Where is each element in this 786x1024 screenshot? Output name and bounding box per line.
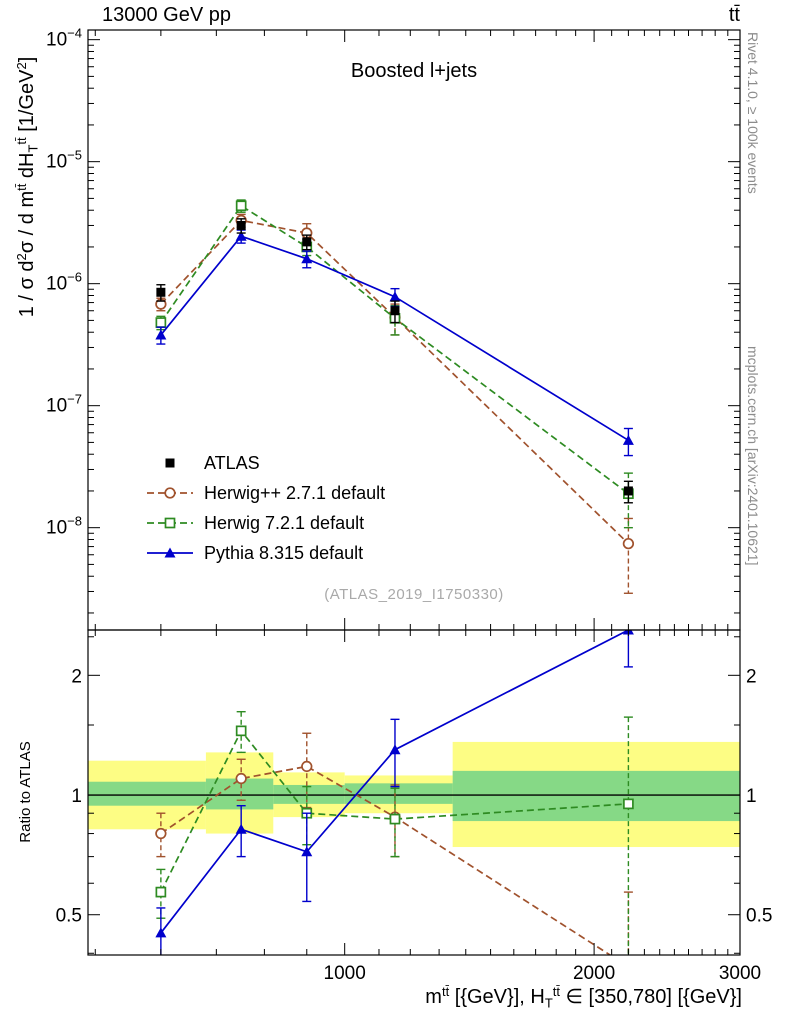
analysis-region-label: Boosted l+jets xyxy=(350,60,478,82)
analysis-id-watermark: (ATLAS_2019_I1750330) xyxy=(324,586,504,603)
y-axis-label: 1 / σ d2σ / d mtt̄ dHTtt̄ [1/GeV2] xyxy=(14,57,41,318)
band-green xyxy=(344,783,453,804)
series-line xyxy=(160,204,629,495)
marker-circle-open xyxy=(301,760,313,773)
y-tick-label: 10−7 xyxy=(46,392,82,417)
x-tick-label: 3000 xyxy=(719,963,761,984)
marker-square-filled xyxy=(302,237,312,247)
series-line xyxy=(160,235,629,442)
legend-sample-herwig-7-2-1-default xyxy=(147,517,193,529)
ratio-axis-label: Ratio to ATLAS xyxy=(17,741,34,842)
axes: 1000 2000 3000 10−4 10−5 10−6 10−7 10−8 0.5 0.5 1 1… xyxy=(14,26,773,1011)
main-series xyxy=(155,199,635,594)
y-tick-label: 10−6 xyxy=(46,270,82,295)
legend-sample-atlas xyxy=(165,458,175,468)
legend-item-pythia-8-315-default: Pythia 8.315 default xyxy=(146,538,385,568)
marker-triangle-filled xyxy=(155,927,167,938)
marker-circle-open xyxy=(235,772,247,785)
rivet-version-note: Rivet 4.1.0, ≥ 100k events xyxy=(745,32,761,194)
legend-label: Pythia 8.315 default xyxy=(204,542,364,563)
mcplots-arxiv-note: mcplots.cern.ch [arXiv:2401.10621] xyxy=(745,346,761,566)
series-line xyxy=(160,765,612,955)
x-tick-label: 1000 xyxy=(324,963,366,984)
marker-square-open xyxy=(155,886,167,898)
marker-triangle-filled xyxy=(155,329,167,340)
marker-triangle-filled xyxy=(164,547,176,558)
y-tick-label: 10−8 xyxy=(46,514,82,539)
legend-sample-herwig-2-7-1-default xyxy=(147,487,193,499)
legend-label: Herwig++ 2.7.1 default xyxy=(204,482,386,503)
legend-item-atlas: ATLAS xyxy=(146,448,385,478)
legend-item-herwig-2-7-1-default: Herwig++ 2.7.1 default xyxy=(146,478,385,508)
marker-triangle-filled xyxy=(622,434,634,445)
y-tick-label: 10−4 xyxy=(46,26,82,51)
ratio-tick-label-right: 1 xyxy=(746,786,757,807)
ratio-tick-label-left: 2 xyxy=(71,666,82,687)
marker-circle-open xyxy=(624,962,634,972)
marker-circle-open xyxy=(164,487,176,499)
x-tick-label: 2000 xyxy=(573,963,615,984)
legend-label: ATLAS xyxy=(204,452,260,473)
ratio-uncertainty-bands xyxy=(88,741,740,848)
x-axis-label: mtt̄ [{GeV}], HTtt̄ ∈ [350,780] [{GeV}] xyxy=(425,984,742,1011)
legend-item-herwig-7-2-1-default: Herwig 7.2.1 default xyxy=(146,508,385,538)
legend-sample-pythia-8-315-default xyxy=(147,547,193,558)
ratio-tick-label-left: 1 xyxy=(71,786,82,807)
marker-triangle-filled xyxy=(301,846,313,857)
marker-triangle-filled xyxy=(301,253,313,264)
marker-square-open xyxy=(235,200,247,212)
legend: ATLAS Herwig++ 2.7.1 default Herwig 7.2.1 … xyxy=(146,448,385,568)
band-green xyxy=(452,770,740,822)
ratio-tick-label-right: 0.5 xyxy=(746,906,772,927)
marker-triangle-filled xyxy=(235,230,247,241)
marker-square-open xyxy=(623,798,634,810)
ratio-tick-label-left: 0.5 xyxy=(56,906,82,927)
marker-square-filled xyxy=(156,287,166,297)
marker-circle-open xyxy=(622,537,635,550)
legend-label: Herwig 7.2.1 default xyxy=(204,512,365,533)
marker-square-filled xyxy=(390,306,400,316)
ratio-frame xyxy=(87,629,741,956)
y-tick-label: 10−5 xyxy=(46,148,82,173)
marker-triangle-filled xyxy=(389,291,401,302)
series-line xyxy=(160,729,629,893)
marker-circle-open xyxy=(155,827,167,840)
process-title: tt̄ xyxy=(728,4,740,26)
beam-energy-title: 13000 GeV pp xyxy=(102,4,231,26)
band-green xyxy=(88,781,206,806)
marker-triangle-filled xyxy=(235,823,247,834)
ratio-tick-label-right: 2 xyxy=(746,666,757,687)
marker-square-filled xyxy=(165,458,175,468)
marker-square-filled xyxy=(236,220,246,230)
marker-square-filled xyxy=(623,486,633,496)
marker-square-open xyxy=(164,517,176,529)
marker-triangle-filled xyxy=(389,744,401,755)
marker-square-open xyxy=(155,317,167,328)
marker-square-open xyxy=(235,725,247,737)
ratio-series xyxy=(155,630,634,972)
marker-square-open xyxy=(389,813,401,825)
